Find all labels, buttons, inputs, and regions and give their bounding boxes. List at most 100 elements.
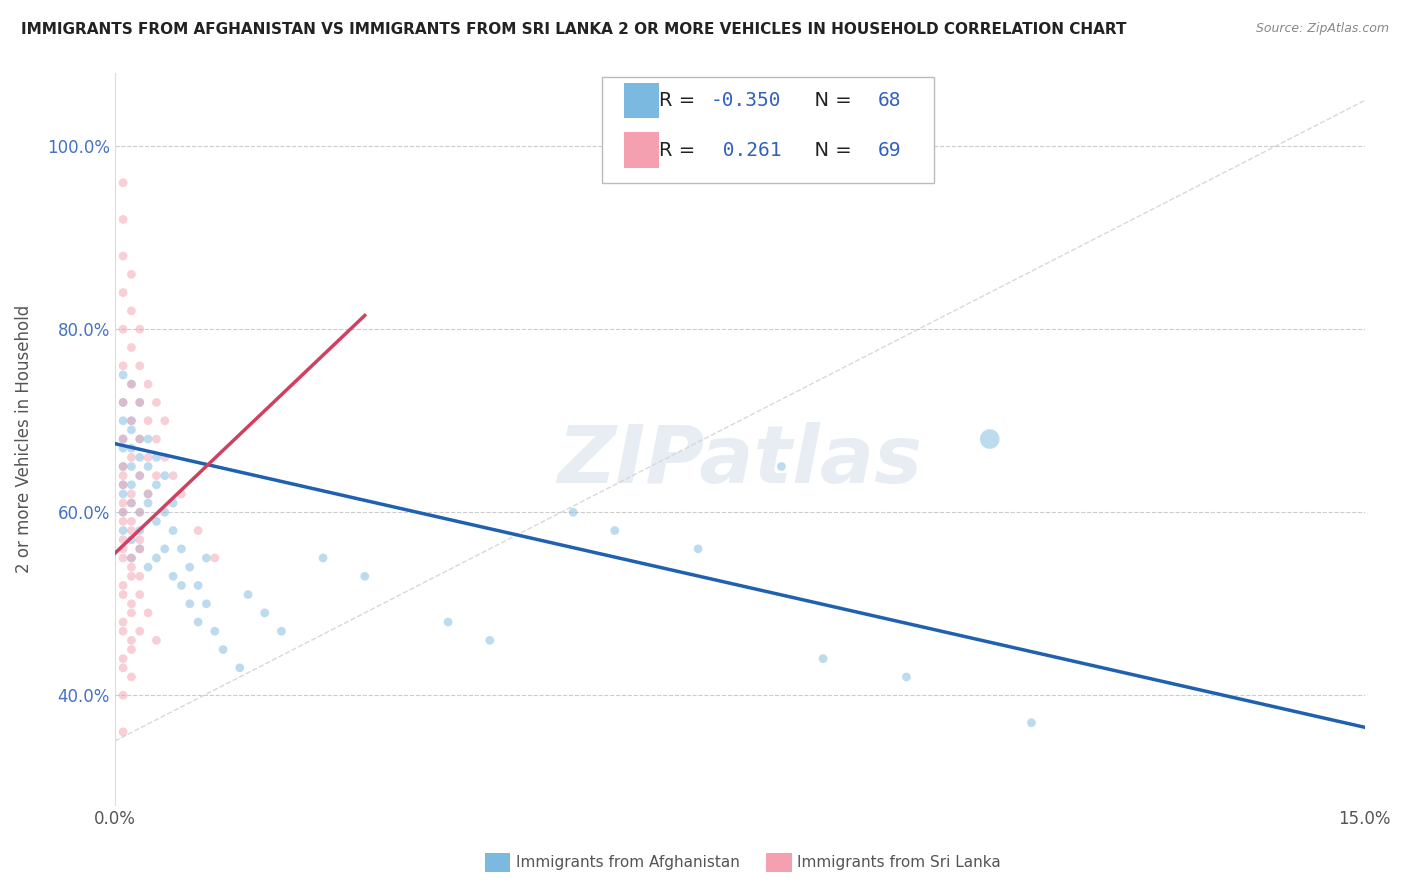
Point [145,551,167,566]
Point [145,477,167,491]
Point [112,688,135,702]
Point [120,423,142,437]
Point [120,642,142,657]
Point [112,322,135,336]
Point [603,524,626,538]
Text: Immigrants from Sri Lanka: Immigrants from Sri Lanka [797,855,1001,870]
Point [170,487,193,501]
Point [120,377,142,392]
Point [136,450,159,465]
Point [179,560,201,574]
Point [195,597,218,611]
Point [112,477,135,491]
Point [128,322,150,336]
Point [128,624,150,639]
Point [187,615,209,629]
Point [128,505,150,519]
Point [128,359,150,373]
Point [112,505,135,519]
Point [136,377,159,392]
Point [112,285,135,300]
Point [136,459,159,474]
Text: R =: R = [658,91,702,110]
Point [120,560,142,574]
Point [353,569,375,583]
Point [112,551,135,566]
Point [112,624,135,639]
Text: N =: N = [803,91,858,110]
Point [120,414,142,428]
Point [112,249,135,263]
Point [145,515,167,529]
Point [112,176,135,190]
Point [112,468,135,483]
Point [112,651,135,665]
Point [253,606,276,620]
Point [120,441,142,455]
Text: IMMIGRANTS FROM AFGHANISTAN VS IMMIGRANTS FROM SRI LANKA 2 OR MORE VEHICLES IN H: IMMIGRANTS FROM AFGHANISTAN VS IMMIGRANT… [21,22,1126,37]
Point [120,414,142,428]
Point [162,496,184,510]
Point [170,578,193,592]
Point [120,450,142,465]
Point [162,468,184,483]
Point [153,450,176,465]
Point [120,496,142,510]
Point [112,578,135,592]
Point [236,588,259,602]
Point [187,524,209,538]
Point [112,477,135,491]
Point [136,487,159,501]
Point [145,450,167,465]
Point [170,541,193,556]
Point [136,432,159,446]
Point [437,615,460,629]
Point [120,477,142,491]
Point [112,505,135,519]
Point [120,304,142,318]
Point [136,487,159,501]
Point [128,432,150,446]
Point [120,606,142,620]
Point [128,533,150,547]
Point [120,670,142,684]
Point [120,633,142,648]
Point [120,524,142,538]
Point [979,432,1001,446]
Point [120,533,142,547]
Point [312,551,335,566]
Point [112,533,135,547]
Point [112,395,135,409]
Point [153,505,176,519]
Point [145,468,167,483]
Text: -0.350: -0.350 [711,91,782,110]
Point [128,468,150,483]
Point [204,551,226,566]
Point [770,459,793,474]
Point [153,414,176,428]
Point [128,468,150,483]
Point [112,515,135,529]
Point [145,633,167,648]
Point [120,487,142,501]
Point [112,368,135,382]
Point [112,414,135,428]
Point [128,395,150,409]
Point [478,633,501,648]
Point [187,578,209,592]
Point [112,524,135,538]
Point [136,496,159,510]
Point [120,515,142,529]
Text: N =: N = [803,141,858,160]
Point [1021,715,1043,730]
Point [204,624,226,639]
Point [112,496,135,510]
Point [179,597,201,611]
Point [162,569,184,583]
Point [112,661,135,675]
Text: 68: 68 [877,91,901,110]
Point [136,606,159,620]
Point [229,661,252,675]
Point [112,724,135,739]
Point [811,651,834,665]
